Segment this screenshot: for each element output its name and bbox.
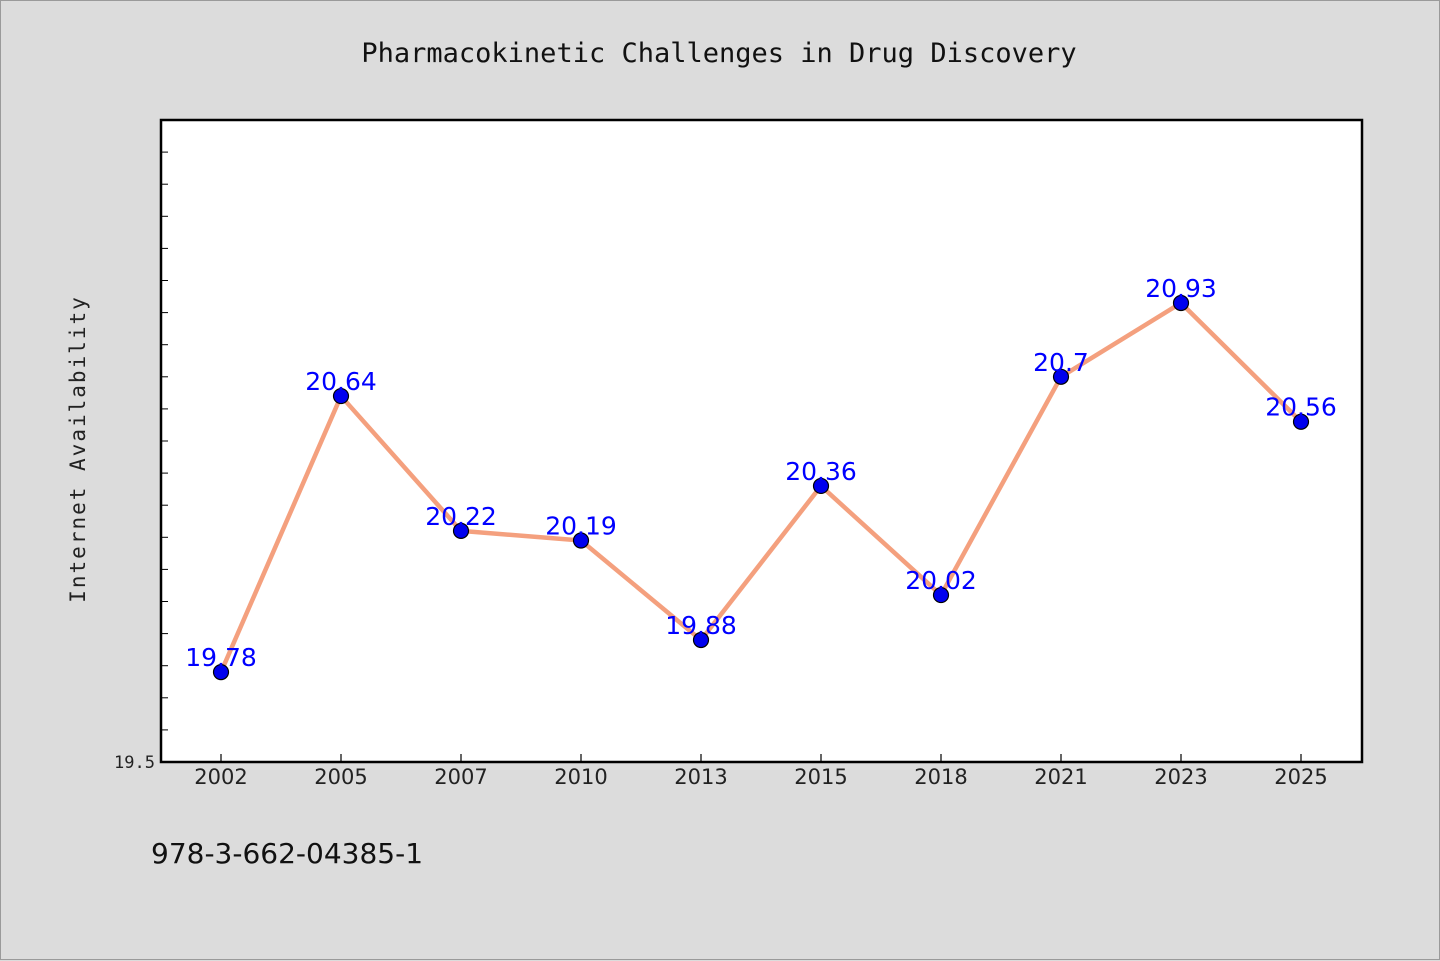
data-point [812,477,830,495]
y-tick-label: 19.5 [114,753,155,773]
x-tick-label: 2021 [1034,765,1087,789]
data-point [212,664,230,681]
data-point [572,532,590,549]
data-label: 20.36 [785,457,857,486]
x-tick-label: 2015 [794,765,847,789]
x-tick-label: 2010 [554,765,607,789]
isbn-footer: 978-3-662-04385-1 [151,837,423,870]
y-axis-label: Internet Availability [66,295,90,603]
x-tick-label: 2013 [674,765,727,789]
series-lines [218,300,1304,675]
data-label: 19.78 [185,643,257,672]
x-tick-label: 2018 [914,765,967,789]
y-axis-ticks: 19.5 [114,151,168,773]
x-tick-label: 2007 [434,765,487,789]
data-point [692,631,710,649]
series-line [218,300,1304,675]
plot-area [159,118,1364,764]
x-tick-label: 2005 [314,765,367,789]
data-point [1052,368,1070,385]
data-point [1292,413,1310,430]
chart-title: Pharmacokinetic Challenges in Drug Disco… [361,38,1076,69]
data-point [932,586,950,604]
data-label: 20.19 [545,512,617,541]
data-label: 20.22 [425,502,497,531]
data-point [332,387,350,405]
data-label: 20.02 [905,566,977,595]
data-label: 20.64 [305,367,377,396]
series-markers [212,294,1310,681]
x-tick-label: 2002 [194,765,247,789]
x-tick-label: 2023 [1154,765,1207,789]
data-label: 20.56 [1265,393,1337,422]
data-label: 19.88 [665,611,737,640]
data-label: 20.7 [1033,348,1089,377]
data-labels: 19.78 20.64 20.22 20.19 19.88 20.36 20.02 20.7 2… [185,274,1337,672]
data-point [452,522,470,539]
x-axis-ticks: 2002 2005 2007 2010 2013 2015 2018 2021 2023 2025 [194,754,1328,789]
data-label: 20.93 [1145,274,1217,303]
data-point [1172,294,1190,312]
x-tick-label: 2025 [1274,765,1327,789]
